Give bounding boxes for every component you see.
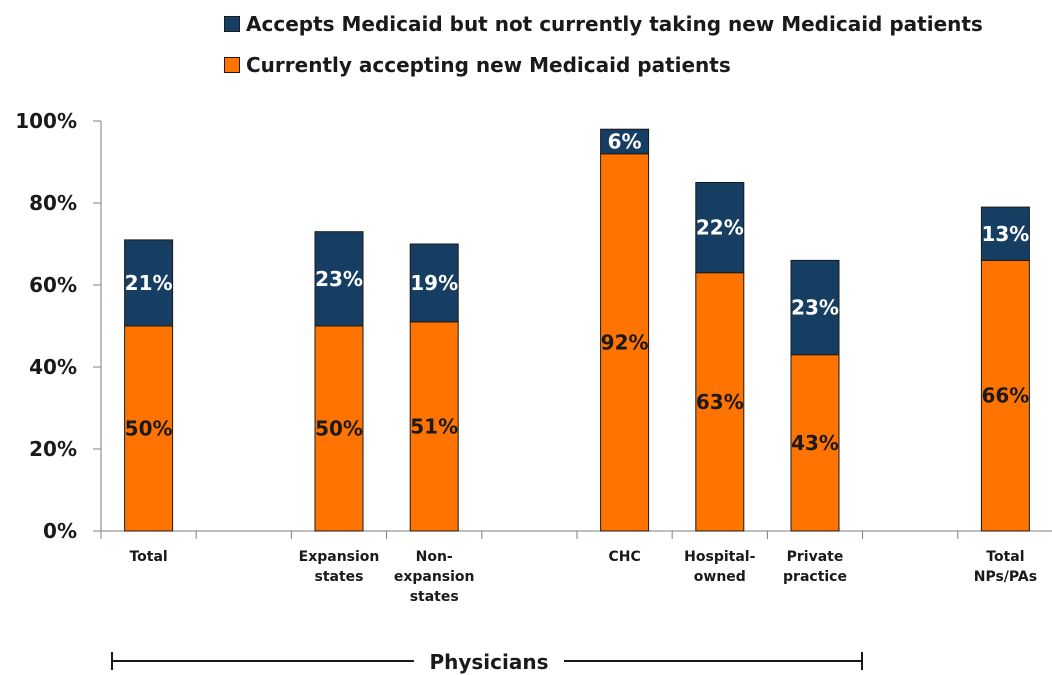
y-tick-label: 20% xyxy=(29,437,77,461)
y-tick-label: 40% xyxy=(29,355,77,379)
data-label: 50% xyxy=(315,417,363,441)
legend-swatch-accepting xyxy=(224,57,240,73)
y-tick-label: 60% xyxy=(29,273,77,297)
legend-item-not-taking: Accepts Medicaid but not currently takin… xyxy=(224,12,983,36)
x-tick-label: NPs/PAs xyxy=(974,569,1037,585)
bar-segment xyxy=(124,239,174,327)
x-tick-label: practice xyxy=(783,569,847,585)
data-label: 21% xyxy=(125,271,173,295)
data-label: 66% xyxy=(981,384,1029,408)
x-tick-label: owned xyxy=(694,569,746,585)
y-tick-label: 80% xyxy=(29,191,77,215)
legend-label-not-taking: Accepts Medicaid but not currently takin… xyxy=(246,12,983,36)
bar-segment xyxy=(600,153,650,532)
bars xyxy=(124,128,1030,532)
data-label: 22% xyxy=(696,216,744,240)
data-label: 19% xyxy=(410,271,458,295)
bar-segment xyxy=(314,231,364,327)
bar-segment xyxy=(600,128,650,155)
legend-item-accepting: Currently accepting new Medicaid patient… xyxy=(224,53,731,77)
data-label: 92% xyxy=(601,330,649,354)
x-tick-label: Total xyxy=(129,549,167,565)
data-label: 43% xyxy=(791,431,839,455)
group-label-physicians: Physicians xyxy=(429,650,549,674)
y-tick-label: 100% xyxy=(15,109,77,133)
axes: 0% 20% 40% 60% 80% 100% xyxy=(15,109,1052,543)
x-tick-label: states xyxy=(315,569,364,585)
data-label: 13% xyxy=(981,222,1029,246)
data-label: 50% xyxy=(125,417,173,441)
bar-segment xyxy=(695,182,745,274)
bar-segment xyxy=(790,259,840,356)
bar-segment xyxy=(124,325,174,532)
bar-segment xyxy=(980,206,1030,261)
data-label: 23% xyxy=(315,267,363,291)
data-label: 6% xyxy=(608,130,642,154)
x-tick-label: Private xyxy=(787,549,844,565)
legend-label-accepting: Currently accepting new Medicaid patient… xyxy=(246,53,731,77)
bar-segment xyxy=(314,325,364,532)
x-tick-label: Total xyxy=(986,549,1024,565)
x-tick-label: CHC xyxy=(608,549,640,565)
data-label: 23% xyxy=(791,296,839,320)
labels: Total Expansion states Non-expansion states C… xyxy=(125,130,1037,606)
y-tick-label: 0% xyxy=(43,519,77,543)
bar-segment xyxy=(790,354,840,532)
x-tick-label: expansion xyxy=(394,569,475,585)
physicians-bracket xyxy=(111,652,863,670)
x-tick-label: Hospital- xyxy=(684,549,755,565)
data-label: 51% xyxy=(410,414,458,438)
legend-swatch-not-taking xyxy=(224,16,240,32)
bar-segment xyxy=(409,243,459,323)
x-tick-label: Non- xyxy=(416,549,453,565)
x-tick-label: Expansion xyxy=(299,549,380,565)
bar-segment xyxy=(409,321,459,532)
x-tick-label: states xyxy=(410,589,459,605)
data-label: 63% xyxy=(696,390,744,414)
